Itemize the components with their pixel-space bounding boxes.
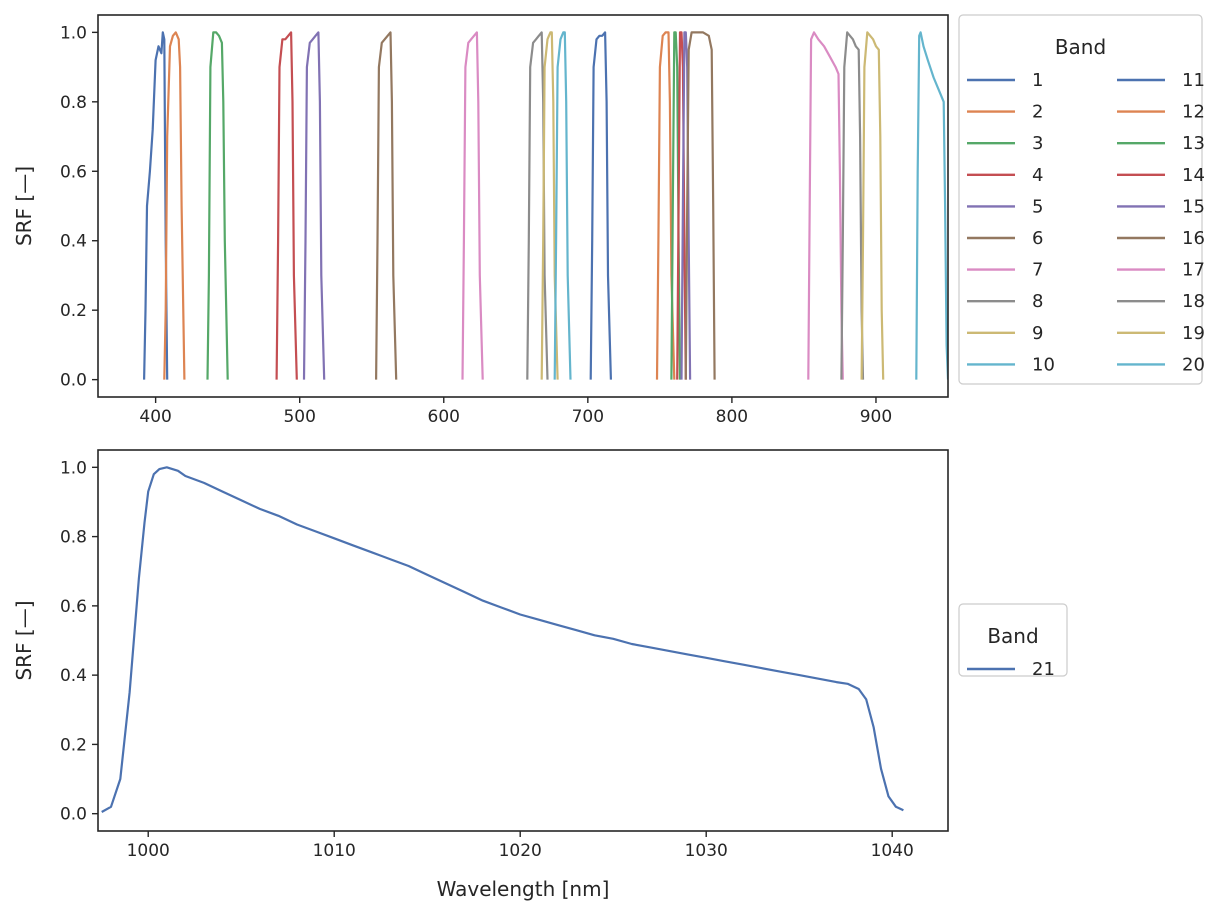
legend-label-band-12: 12	[1182, 102, 1205, 123]
series-line-band-11	[589, 31, 612, 380]
y-tick-label: 1.0	[60, 23, 87, 43]
legend-label-band-16: 16	[1182, 228, 1205, 249]
legend-label-band-9: 9	[1032, 323, 1043, 344]
legend-label-band-3: 3	[1032, 133, 1043, 154]
y-axis-label: SRF [—]	[12, 600, 36, 680]
legend-label-band-2: 2	[1032, 102, 1043, 123]
series-line-band-10	[553, 31, 572, 380]
legend-label-band-8: 8	[1032, 291, 1043, 312]
x-tick-label: 1020	[499, 841, 542, 861]
series-line-band-5	[302, 31, 326, 380]
series-line-band-18	[840, 31, 865, 380]
x-axis-label: Wavelength [nm]	[437, 877, 610, 901]
y-tick-label: 0.6	[60, 597, 87, 617]
legend-label-band-13: 13	[1182, 133, 1205, 154]
legend-label-band-15: 15	[1182, 196, 1205, 217]
series-line-band-9	[540, 31, 559, 380]
series-line-band-2	[163, 31, 186, 380]
x-tick-label: 1040	[871, 841, 914, 861]
legend: Band 21	[958, 603, 1068, 680]
legend-label-band-4: 4	[1032, 165, 1043, 186]
legend-label-band-21: 21	[1032, 659, 1055, 680]
axes-frame	[97, 14, 949, 398]
legend-label-band-18: 18	[1182, 291, 1205, 312]
y-tick-label: 0.4	[60, 666, 87, 686]
legend-label-band-1: 1	[1032, 70, 1043, 91]
series-line-band-16	[684, 31, 716, 380]
legend-label-band-20: 20	[1182, 354, 1205, 375]
x-tick-label: 1010	[313, 841, 356, 861]
y-tick-label: 0.2	[60, 301, 87, 321]
y-tick-label: 0.8	[60, 93, 87, 113]
legend-title: Band	[1055, 35, 1106, 59]
y-tick-label: 0.6	[60, 162, 87, 182]
series-line-band-6	[375, 31, 398, 380]
y-tick-label: 0.4	[60, 232, 87, 252]
y-tick-label: 1.0	[60, 458, 87, 478]
legend-label-band-6: 6	[1032, 228, 1043, 249]
legend-label-band-10: 10	[1032, 354, 1055, 375]
series-line-band-21	[101, 466, 904, 813]
x-tick-label: 500	[283, 407, 315, 427]
series-line-band-19	[860, 31, 885, 380]
series-line-band-7	[461, 31, 484, 380]
y-axis-label: SRF [—]	[12, 166, 36, 246]
series-line-band-1	[143, 31, 169, 380]
y-tick-label: 0.0	[60, 805, 87, 825]
series-line-band-17	[807, 31, 844, 380]
x-tick-label: 400	[139, 407, 171, 427]
top-chart: 400 500 600 700 800 900 0.0 0.2 0.4 0.6 0.8 1.0 SRF …	[12, 14, 1205, 427]
y-tick-label: 0.2	[60, 735, 87, 755]
x-tick-label: 1000	[127, 841, 170, 861]
legend-label-band-7: 7	[1032, 260, 1043, 281]
legend-title: Band	[987, 624, 1038, 648]
x-tick-label: 600	[428, 407, 460, 427]
series-line-band-12	[655, 31, 676, 380]
x-tick-label: 1030	[685, 841, 728, 861]
series-line-band-14	[676, 31, 687, 380]
legend-label-band-17: 17	[1182, 260, 1205, 281]
y-tick-label: 0.8	[60, 528, 87, 548]
x-tick-label: 800	[716, 407, 748, 427]
legend-box	[958, 603, 1068, 677]
series-line-band-15	[680, 31, 692, 380]
x-tick-label: 900	[860, 407, 892, 427]
x-tick-label: 700	[572, 407, 604, 427]
series-group	[101, 466, 904, 813]
legend-label-band-11: 11	[1182, 70, 1205, 91]
legend-label-band-19: 19	[1182, 323, 1205, 344]
series-group	[143, 31, 948, 380]
axes-frame	[97, 449, 949, 832]
series-line-band-20	[915, 31, 948, 380]
legend-box	[958, 14, 1203, 385]
bottom-chart: 1000 1010 1020 1030 1040 0.0 0.2 0.4 0.6 0.8 1.0 SR…	[12, 449, 1068, 901]
series-line-band-4	[275, 31, 298, 380]
y-tick-label: 0.0	[60, 371, 87, 391]
legend-label-band-5: 5	[1032, 196, 1043, 217]
series-line-band-3	[206, 31, 229, 380]
legend-label-band-14: 14	[1182, 165, 1205, 186]
